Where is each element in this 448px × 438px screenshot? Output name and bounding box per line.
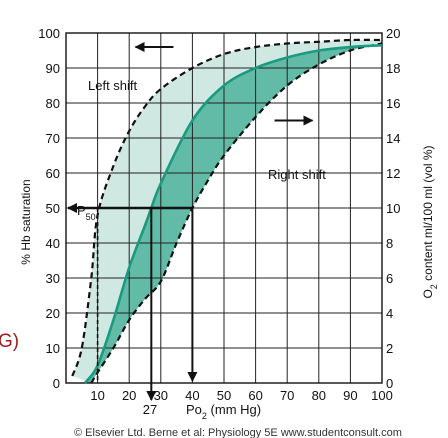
y-tick-label-left: 90 <box>46 61 60 76</box>
x-tick-label: 90 <box>343 388 357 403</box>
x-tick-label: 80 <box>312 388 326 403</box>
edge-fragment-text: G) <box>0 331 19 352</box>
y-tick-label-right: 12 <box>386 166 400 181</box>
x-tick-label: 100 <box>371 388 393 403</box>
x-axis-label: Po2 (mm Hg) <box>186 402 261 421</box>
credit-text: © Elsevier Ltd. Berne et al: Physiology … <box>74 427 402 438</box>
y-tick-label-left: 100 <box>38 26 60 41</box>
x-tick-label: 70 <box>280 388 294 403</box>
y-tick-label-right: 10 <box>386 201 400 216</box>
y-axis-left-label: % Hb saturation <box>19 179 33 264</box>
p50-label: P50 <box>77 203 96 222</box>
x-tick-label: 40 <box>185 388 199 403</box>
x-tick-label: 10 <box>90 388 104 403</box>
plot-frame <box>65 32 383 384</box>
y-tick-label-left: 10 <box>46 341 60 356</box>
y-tick-label-left: 40 <box>46 236 60 251</box>
y-tick-label-right: 2 <box>386 341 393 356</box>
right-shift-label: Right shift <box>268 167 326 182</box>
x-tick-label: 20 <box>122 388 136 403</box>
y-axis-right-label: O2 content ml/100 ml (vol %) <box>421 145 439 298</box>
y-tick-label-right: 4 <box>386 306 393 321</box>
y-tick-label-right: 8 <box>386 236 393 251</box>
y-tick-label-right: 20 <box>386 26 400 41</box>
y-tick-label-left: 20 <box>46 306 60 321</box>
y-tick-label-right: 0 <box>386 376 393 391</box>
x-tick-label: 30 <box>154 388 168 403</box>
y-tick-label-right: 6 <box>386 271 393 286</box>
normal-curve <box>83 44 383 384</box>
x-tick-label: 50 <box>217 388 231 403</box>
x-27-label: 27 <box>143 402 157 417</box>
x-tick-label: 60 <box>248 388 262 403</box>
left-shift-curve <box>71 38 383 377</box>
y-tick-label-left: 70 <box>46 131 60 146</box>
y-tick-label-left: 80 <box>46 96 60 111</box>
y-tick-label-left: 30 <box>46 271 60 286</box>
dark-shift-band <box>85 43 382 383</box>
light-shift-band <box>72 39 383 383</box>
y-tick-label-right: 18 <box>386 61 400 76</box>
y-tick-label-left: 0 <box>53 376 60 391</box>
y-tick-label-right: 16 <box>386 96 400 111</box>
y-tick-label-right: 14 <box>386 131 400 146</box>
left-shift-label: Left shift <box>88 78 138 93</box>
y-tick-label-left: 50 <box>46 201 60 216</box>
y-tick-label-left: 60 <box>46 166 60 181</box>
